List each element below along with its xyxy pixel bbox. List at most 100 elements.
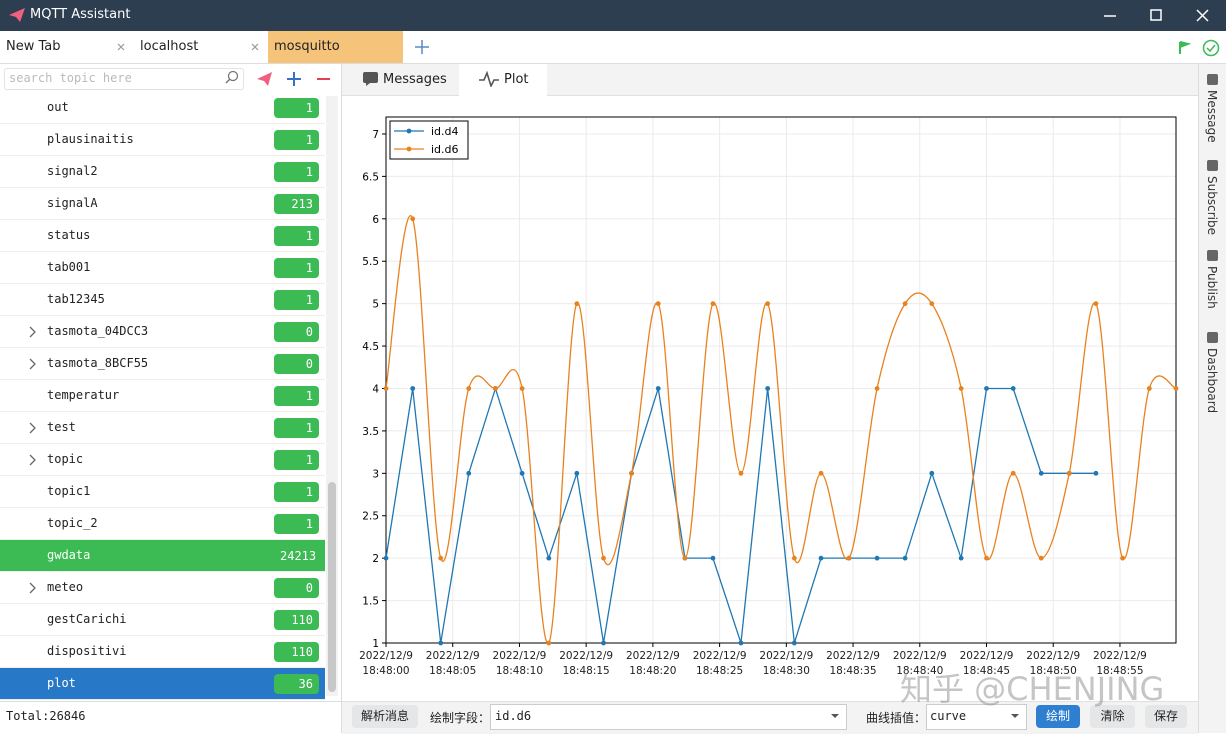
data-point — [629, 471, 634, 476]
topic-row[interactable]: status1 — [0, 220, 325, 252]
expand-arrow — [27, 326, 37, 338]
legend-label: id.d6 — [431, 143, 459, 156]
data-point — [1147, 386, 1152, 391]
data-point — [765, 301, 770, 306]
field-input[interactable] — [490, 704, 847, 730]
data-point — [1039, 471, 1044, 476]
topic-row[interactable]: gestCarichi 110 — [0, 604, 325, 636]
parse-button[interactable]: 解析消息 — [352, 705, 418, 728]
topic-row[interactable]: dispositivi110 — [0, 636, 325, 668]
data-point — [875, 386, 880, 391]
data-point — [1067, 471, 1072, 476]
scrollbar-thumb[interactable] — [328, 482, 336, 692]
view-tab[interactable]: Plot — [504, 72, 529, 87]
data-point — [711, 556, 716, 561]
data-point — [929, 301, 934, 306]
topic-name: tab001 — [47, 260, 90, 274]
data-point — [929, 471, 934, 476]
y-tick-label: 5.5 — [362, 256, 379, 268]
data-point — [438, 641, 443, 646]
tab-label: New Tab — [6, 39, 61, 54]
view-tab-active[interactable] — [459, 64, 547, 96]
y-tick-label: 3.5 — [362, 426, 379, 438]
topic-row[interactable]: plot36 — [0, 668, 325, 700]
chart-area: 11.522.533.544.555.566.57id.d4id.d6 2022… — [342, 96, 1198, 700]
dropdown-arrow[interactable] — [1010, 712, 1020, 720]
expand-glyph — [30, 423, 35, 433]
add-tab[interactable] — [412, 38, 432, 56]
topic-row[interactable]: meteo0 — [0, 572, 325, 604]
data-point — [466, 471, 471, 476]
topic-name: signalA — [47, 196, 98, 210]
data-point — [819, 471, 824, 476]
data-point — [656, 301, 661, 306]
topic-name: tasmota_04DCC3 — [47, 324, 148, 338]
topic-row[interactable]: tab0011 — [0, 252, 325, 284]
topic-row[interactable]: out1 — [0, 92, 325, 124]
data-point — [792, 641, 797, 646]
topic-row[interactable]: plausinaitis1 — [0, 124, 325, 156]
data-point — [1011, 471, 1016, 476]
y-tick-label: 3 — [372, 468, 379, 480]
data-point — [466, 386, 471, 391]
topic-row[interactable]: test1 — [0, 412, 325, 444]
topic-name: signal2 — [47, 164, 98, 178]
data-point — [683, 556, 688, 561]
status-icons — [1176, 38, 1222, 58]
topic-name: gestCarichi — [47, 612, 126, 626]
window-title: MQTT Assistant — [30, 7, 130, 22]
data-point — [959, 386, 964, 391]
expand-glyph — [30, 583, 35, 593]
tab[interactable]: mosquitto — [268, 31, 403, 63]
data-point — [847, 556, 852, 561]
side-tab-label: Subscribe — [1205, 176, 1219, 235]
legend-marker — [407, 147, 412, 152]
topic-row[interactable]: temperatur1 — [0, 380, 325, 412]
topic-row[interactable]: topic1 — [0, 444, 325, 476]
sidebar-actions[interactable] — [256, 70, 336, 88]
topic-name: topic — [47, 452, 83, 466]
topic-name: meteo — [47, 580, 83, 594]
data-point — [711, 301, 716, 306]
data-point — [1120, 556, 1125, 561]
data-point — [1011, 386, 1016, 391]
topic-row[interactable]: topic11 — [0, 476, 325, 508]
topic-row[interactable]: tasmota_8BCF550 — [0, 348, 325, 380]
data-point — [792, 556, 797, 561]
data-point — [984, 556, 989, 561]
window-controls[interactable] — [1100, 6, 1220, 26]
dropdown-arrow[interactable] — [830, 712, 840, 720]
messages-icon — [362, 71, 380, 87]
data-point — [1094, 471, 1099, 476]
topic-count: 110 — [274, 610, 319, 630]
tab-close-glyph — [252, 44, 258, 50]
total-count: Total:26846 — [6, 709, 85, 723]
tab[interactable]: localhost — [134, 31, 269, 63]
data-point — [410, 216, 415, 221]
topic-row[interactable]: topic_21 — [0, 508, 325, 540]
topic-row[interactable]: gwdata24213 — [0, 540, 325, 572]
topic-count: 1 — [274, 290, 319, 310]
tab-close — [250, 42, 260, 52]
data-point — [1039, 556, 1044, 561]
view-tab[interactable]: Messages — [383, 72, 447, 87]
topic-row[interactable]: signal2 1 — [0, 156, 325, 188]
tab-label: localhost — [140, 39, 198, 54]
topic-count: 1 — [274, 162, 319, 182]
topic-row[interactable]: tab123451 — [0, 284, 325, 316]
side-tab-label: Dashboard — [1205, 348, 1219, 413]
topic-count: 24213 — [274, 546, 319, 566]
data-point — [1094, 301, 1099, 306]
side-tab-label: Publish — [1205, 266, 1219, 309]
data-point — [520, 471, 525, 476]
topic-row[interactable]: tasmota_04DCC30 — [0, 316, 325, 348]
data-point — [384, 386, 389, 391]
data-point — [903, 556, 908, 561]
search-placeholder: search topic here — [9, 71, 132, 85]
y-tick-label: 4.5 — [362, 341, 379, 353]
tab[interactable]: New Tab — [0, 31, 135, 63]
title-bar — [0, 0, 1226, 31]
topic-row[interactable]: signalA213 — [0, 188, 325, 220]
expand-arrow — [27, 454, 37, 466]
search-icon[interactable] — [224, 70, 240, 86]
